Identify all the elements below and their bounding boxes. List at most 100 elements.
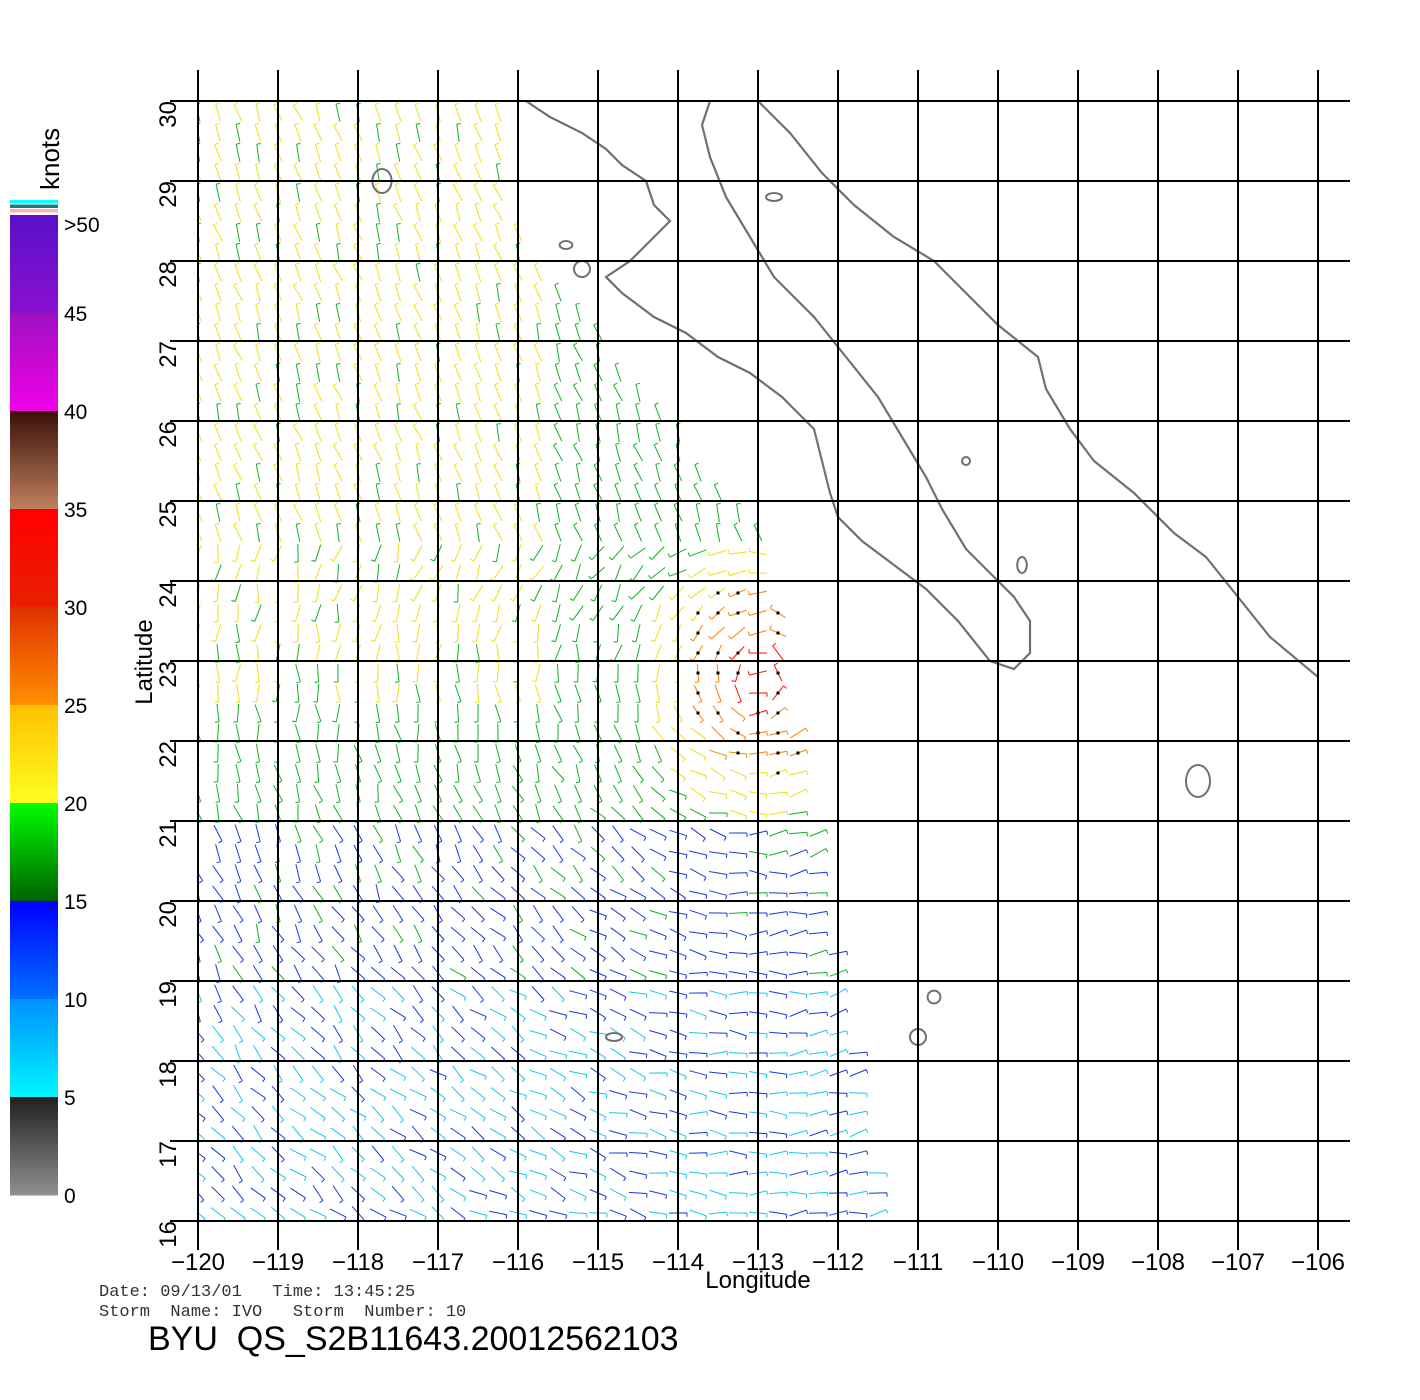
wind-barb	[371, 1026, 385, 1043]
wind-barb	[569, 990, 588, 1000]
wind-barb	[729, 1111, 748, 1119]
wind-barb	[210, 1146, 226, 1163]
wind-barb	[530, 827, 546, 843]
wind-barb	[198, 1172, 206, 1182]
wind-barb	[493, 502, 503, 522]
wind-barb	[255, 664, 260, 683]
wind-barb	[494, 302, 502, 322]
wind-barb	[234, 262, 242, 282]
wind-barb	[630, 1027, 646, 1042]
wind-barb	[689, 931, 708, 939]
wind-barb	[211, 1166, 225, 1183]
wind-barb	[848, 1051, 868, 1057]
wind-barb	[569, 1050, 588, 1060]
wind-barb	[493, 242, 503, 262]
x-tick-label: −109	[1051, 1249, 1105, 1276]
wind-barb	[473, 784, 483, 804]
wind-barb	[374, 102, 382, 122]
wind-barb	[233, 282, 243, 302]
wind-barb	[494, 362, 502, 382]
wind-barb	[609, 969, 627, 981]
wind-barb	[769, 1211, 788, 1219]
wind-barb	[312, 1185, 324, 1204]
wind-barb	[574, 322, 582, 342]
wind-barb	[414, 102, 422, 122]
wind-barb	[868, 1192, 888, 1197]
wind-barb	[531, 926, 545, 943]
wind-barb	[254, 844, 262, 864]
wind-barb	[394, 342, 402, 362]
wind-barb	[553, 723, 559, 743]
wind-barb	[453, 442, 463, 462]
wind-barb	[449, 1108, 467, 1121]
wind-barb	[650, 786, 666, 803]
wind-barb	[198, 1112, 206, 1122]
wind-barb	[198, 624, 201, 636]
wind-barb	[451, 1086, 465, 1103]
wind-barb	[492, 604, 500, 623]
wind-barb	[231, 1006, 245, 1023]
wind-barb	[295, 302, 301, 322]
wind-barb	[250, 1207, 266, 1221]
wind-barb	[235, 502, 241, 522]
wind-barb	[613, 382, 623, 402]
wind-barb	[390, 1007, 407, 1022]
wind-barb	[310, 1107, 326, 1122]
wind-barb	[610, 907, 626, 922]
wind-barb	[475, 764, 481, 784]
wind-barb	[554, 684, 562, 704]
wind-barb	[490, 624, 503, 642]
wind-barb	[296, 143, 301, 162]
colorbar-unit-label: knots	[35, 128, 65, 190]
wind-barb	[470, 1107, 486, 1122]
wind-barb	[413, 222, 423, 242]
colorbar-overrange-stripe	[10, 204, 58, 208]
wind-barb	[530, 604, 542, 622]
colorbar-tick-label: 0	[64, 1185, 76, 1208]
wind-barb	[454, 744, 462, 764]
wind-barb	[728, 1192, 748, 1198]
rain-flag-marker	[696, 631, 700, 635]
wind-barb	[788, 891, 808, 897]
wind-barb	[233, 703, 240, 723]
wind-barb	[294, 543, 299, 563]
wind-barb	[253, 202, 263, 222]
wind-barb	[371, 1145, 385, 1163]
wind-barb	[629, 991, 648, 999]
wind-barb	[729, 929, 748, 940]
wind-barb	[331, 926, 345, 943]
wind-barb	[369, 1208, 387, 1221]
wind-barb	[634, 744, 642, 764]
wind-barb	[293, 222, 303, 242]
wind-barb	[708, 626, 726, 640]
wind-barb	[198, 302, 202, 322]
wind-barb	[549, 1168, 567, 1182]
wind-barb	[612, 825, 624, 843]
rain-flag-marker	[736, 611, 740, 615]
wind-barb	[471, 886, 485, 903]
wind-barb	[575, 302, 581, 322]
wind-barb	[295, 864, 301, 884]
colorbar-tick-label: 25	[64, 695, 87, 718]
wind-barb	[213, 723, 220, 743]
wind-barb	[610, 564, 622, 582]
colorbar-tick-label: 20	[64, 793, 87, 816]
wind-barb	[290, 1007, 306, 1023]
wind-barb	[610, 1167, 627, 1182]
wind-barb	[235, 122, 241, 142]
wind-barb	[332, 1145, 344, 1164]
wind-barb	[529, 1189, 547, 1201]
wind-barb	[689, 1070, 708, 1080]
wind-barb	[290, 1207, 307, 1221]
wind-barb	[554, 282, 562, 302]
wind-barb	[252, 724, 260, 743]
wind-barb	[570, 1027, 587, 1042]
wind-barb	[808, 931, 828, 937]
wind-barb	[453, 784, 463, 804]
wind-barb	[310, 564, 322, 582]
wind-barb	[772, 643, 784, 661]
wind-barb	[214, 604, 219, 623]
wind-barb	[351, 644, 361, 663]
wind-barb	[568, 1211, 588, 1218]
wind-barb	[474, 442, 482, 462]
